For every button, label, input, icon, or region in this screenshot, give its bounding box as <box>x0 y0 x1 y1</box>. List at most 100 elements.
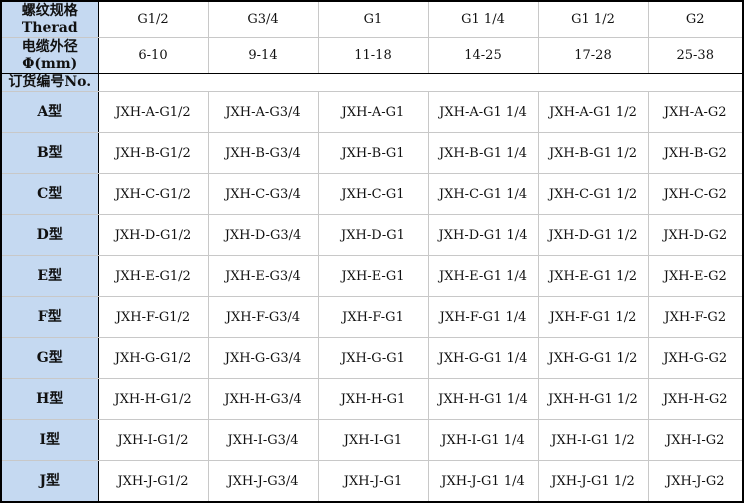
order-code-cell: JXH-H-G1 <box>317 378 429 420</box>
order-code-cell: JXH-H-G2 <box>647 378 744 420</box>
order-code-cell: JXH-H-G1/2 <box>97 378 209 420</box>
order-code-cell: JXH-B-G1 1/2 <box>537 132 649 174</box>
cable-range-cell: 25-38 <box>647 37 744 74</box>
order-code-cell: JXH-A-G1 1/2 <box>537 91 649 133</box>
order-code-cell: JXH-H-G1 1/4 <box>427 378 539 420</box>
table-row: H型 JXH-H-G1/2 JXH-H-G3/4 JXH-H-G1 JXH-H-G1 1… <box>0 378 744 420</box>
table-row: F型 JXH-F-G1/2 JXH-F-G3/4 JXH-F-G1 JXH-F-G1 1… <box>0 296 744 338</box>
cable-range-cell: 6-10 <box>97 37 209 74</box>
thread-label-en: Therad <box>21 19 78 36</box>
table-row: B型 JXH-B-G1/2 JXH-B-G3/4 JXH-B-G1 JXH-B-G1 1… <box>0 132 744 174</box>
type-label: I型 <box>0 419 99 461</box>
table-row: G型 JXH-G-G1/2 JXH-G-G3/4 JXH-G-G1 JXH-G-G1 1… <box>0 337 744 379</box>
order-code-cell: JXH-G-G1 1/4 <box>427 337 539 379</box>
order-code-cell: JXH-I-G3/4 <box>207 419 319 461</box>
cable-range-cell: 17-28 <box>537 37 649 74</box>
table-row: J型 JXH-J-G1/2 JXH-J-G3/4 JXH-J-G1 JXH-J-G1 1… <box>0 460 744 503</box>
order-label: 订货编号No. <box>0 73 99 92</box>
order-code-cell: JXH-F-G1 1/4 <box>427 296 539 338</box>
thread-label-cn: 螺纹规格 <box>21 2 78 19</box>
order-code-cell: JXH-F-G1 1/2 <box>537 296 649 338</box>
type-label: E型 <box>0 255 99 297</box>
table-row: C型 JXH-C-G1/2 JXH-C-G3/4 JXH-C-G1 JXH-C-G1 1… <box>0 173 744 215</box>
order-row-blank <box>97 73 744 92</box>
order-code-cell: JXH-A-G1 1/4 <box>427 91 539 133</box>
order-code-cell: JXH-H-G1 1/2 <box>537 378 649 420</box>
order-code-cell: JXH-E-G1/2 <box>97 255 209 297</box>
thread-size-cell: G1/2 <box>97 0 209 38</box>
cable-label-unit: Φ(mm) <box>22 55 78 72</box>
order-code-cell: JXH-B-G1 1/4 <box>427 132 539 174</box>
order-code-cell: JXH-B-G3/4 <box>207 132 319 174</box>
type-label: D型 <box>0 214 99 256</box>
order-code-cell: JXH-C-G1 1/2 <box>537 173 649 215</box>
order-code-cell: JXH-E-G1 1/2 <box>537 255 649 297</box>
order-code-cell: JXH-E-G1 <box>317 255 429 297</box>
order-code-cell: JXH-A-G3/4 <box>207 91 319 133</box>
order-code-cell: JXH-G-G1/2 <box>97 337 209 379</box>
thread-row: 螺纹规格 Therad G1/2 G3/4 G1 G1 1/4 G1 1/2 G2 <box>0 0 744 38</box>
order-code-cell: JXH-I-G1 <box>317 419 429 461</box>
type-label: B型 <box>0 132 99 174</box>
type-label: J型 <box>0 460 99 503</box>
order-code-cell: JXH-C-G2 <box>647 173 744 215</box>
order-code-cell: JXH-J-G1 1/2 <box>537 460 649 503</box>
type-label: G型 <box>0 337 99 379</box>
order-code-cell: JXH-G-G2 <box>647 337 744 379</box>
order-code-cell: JXH-E-G2 <box>647 255 744 297</box>
order-code-cell: JXH-A-G2 <box>647 91 744 133</box>
thread-size-cell: G1 1/2 <box>537 0 649 38</box>
thread-size-cell: G3/4 <box>207 0 319 38</box>
cable-range-cell: 9-14 <box>207 37 319 74</box>
order-code-cell: JXH-B-G1 <box>317 132 429 174</box>
order-code-cell: JXH-F-G2 <box>647 296 744 338</box>
table-row: D型 JXH-D-G1/2 JXH-D-G3/4 JXH-D-G1 JXH-D-G1 1… <box>0 214 744 256</box>
order-code-cell: JXH-I-G1 1/2 <box>537 419 649 461</box>
order-code-cell: JXH-D-G1 <box>317 214 429 256</box>
table-row: A型 JXH-A-G1/2 JXH-A-G3/4 JXH-A-G1 JXH-A-G1 1… <box>0 91 744 133</box>
order-code-cell: JXH-C-G1 <box>317 173 429 215</box>
type-label: F型 <box>0 296 99 338</box>
type-label: H型 <box>0 378 99 420</box>
thread-size-cell: G1 <box>317 0 429 38</box>
order-code-cell: JXH-I-G2 <box>647 419 744 461</box>
order-code-cell: JXH-B-G2 <box>647 132 744 174</box>
thread-size-cell: G2 <box>647 0 744 38</box>
order-code-cell: JXH-J-G3/4 <box>207 460 319 503</box>
order-code-cell: JXH-F-G1/2 <box>97 296 209 338</box>
order-code-cell: JXH-D-G1/2 <box>97 214 209 256</box>
cable-row: 电缆外径 Φ(mm) 6-10 9-14 11-18 14-25 17-28 25-38 <box>0 37 744 74</box>
thread-label: 螺纹规格 Therad <box>0 0 99 38</box>
order-code-cell: JXH-A-G1 <box>317 91 429 133</box>
order-code-cell: JXH-E-G1 1/4 <box>427 255 539 297</box>
order-code-cell: JXH-C-G3/4 <box>207 173 319 215</box>
order-code-cell: JXH-E-G3/4 <box>207 255 319 297</box>
order-code-cell: JXH-J-G1 <box>317 460 429 503</box>
order-code-cell: JXH-I-G1/2 <box>97 419 209 461</box>
order-code-cell: JXH-J-G2 <box>647 460 744 503</box>
order-code-cell: JXH-F-G1 <box>317 296 429 338</box>
order-code-cell: JXH-D-G2 <box>647 214 744 256</box>
order-code-cell: JXH-G-G3/4 <box>207 337 319 379</box>
order-code-cell: JXH-D-G3/4 <box>207 214 319 256</box>
cable-label-cn: 电缆外径 <box>21 38 78 55</box>
type-label: C型 <box>0 173 99 215</box>
cable-range-cell: 14-25 <box>427 37 539 74</box>
order-code-cell: JXH-H-G3/4 <box>207 378 319 420</box>
order-code-cell: JXH-B-G1/2 <box>97 132 209 174</box>
order-code-cell: JXH-D-G1 1/4 <box>427 214 539 256</box>
order-code-cell: JXH-J-G1/2 <box>97 460 209 503</box>
order-code-cell: JXH-D-G1 1/2 <box>537 214 649 256</box>
order-code-cell: JXH-G-G1 1/2 <box>537 337 649 379</box>
order-code-cell: JXH-I-G1 1/4 <box>427 419 539 461</box>
type-label: A型 <box>0 91 99 133</box>
order-code-cell: JXH-G-G1 <box>317 337 429 379</box>
order-code-cell: JXH-A-G1/2 <box>97 91 209 133</box>
table-row: E型 JXH-E-G1/2 JXH-E-G3/4 JXH-E-G1 JXH-E-G1 1… <box>0 255 744 297</box>
cable-label: 电缆外径 Φ(mm) <box>0 37 99 74</box>
cable-range-cell: 11-18 <box>317 37 429 74</box>
order-code-cell: JXH-F-G3/4 <box>207 296 319 338</box>
table-row: I型 JXH-I-G1/2 JXH-I-G3/4 JXH-I-G1 JXH-I-G1 1… <box>0 419 744 461</box>
order-code-cell: JXH-J-G1 1/4 <box>427 460 539 503</box>
